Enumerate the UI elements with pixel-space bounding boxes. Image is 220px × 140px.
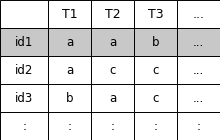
Text: ...: ... — [193, 64, 204, 76]
Bar — [177, 28, 220, 56]
Bar — [134, 56, 177, 84]
Bar — [48, 84, 91, 112]
Bar — [177, 84, 220, 112]
Bar — [48, 56, 91, 84]
Bar — [134, 28, 177, 56]
Text: ...: ... — [192, 8, 205, 20]
Bar — [91, 56, 134, 84]
Text: :: : — [196, 120, 201, 132]
Text: a: a — [109, 36, 116, 48]
Bar — [48, 0, 91, 28]
Bar — [91, 28, 134, 56]
Text: b: b — [152, 36, 160, 48]
Bar — [91, 112, 134, 140]
Bar — [177, 56, 220, 84]
Text: ...: ... — [193, 92, 204, 104]
Bar — [0, 28, 48, 56]
Text: T1: T1 — [62, 8, 78, 20]
Bar — [0, 56, 48, 84]
Text: a: a — [66, 64, 73, 76]
Text: c: c — [152, 64, 159, 76]
Bar — [91, 84, 134, 112]
Bar — [0, 0, 48, 28]
Bar — [48, 28, 91, 56]
Bar — [134, 84, 177, 112]
Text: :: : — [111, 120, 115, 132]
Text: :: : — [68, 120, 72, 132]
Bar — [177, 0, 220, 28]
Text: T3: T3 — [148, 8, 163, 20]
Text: a: a — [109, 92, 116, 104]
Text: id1: id1 — [15, 36, 33, 48]
Text: a: a — [66, 36, 73, 48]
Bar — [91, 0, 134, 28]
Text: id2: id2 — [15, 64, 33, 76]
Text: :: : — [22, 120, 26, 132]
Bar — [48, 112, 91, 140]
Text: id3: id3 — [15, 92, 33, 104]
Text: c: c — [152, 92, 159, 104]
Text: ...: ... — [193, 36, 204, 48]
Text: T2: T2 — [105, 8, 121, 20]
Bar — [177, 112, 220, 140]
Bar — [134, 112, 177, 140]
Bar — [0, 112, 48, 140]
Bar — [134, 0, 177, 28]
Text: c: c — [110, 64, 116, 76]
Text: b: b — [66, 92, 74, 104]
Bar — [0, 84, 48, 112]
Text: :: : — [154, 120, 158, 132]
